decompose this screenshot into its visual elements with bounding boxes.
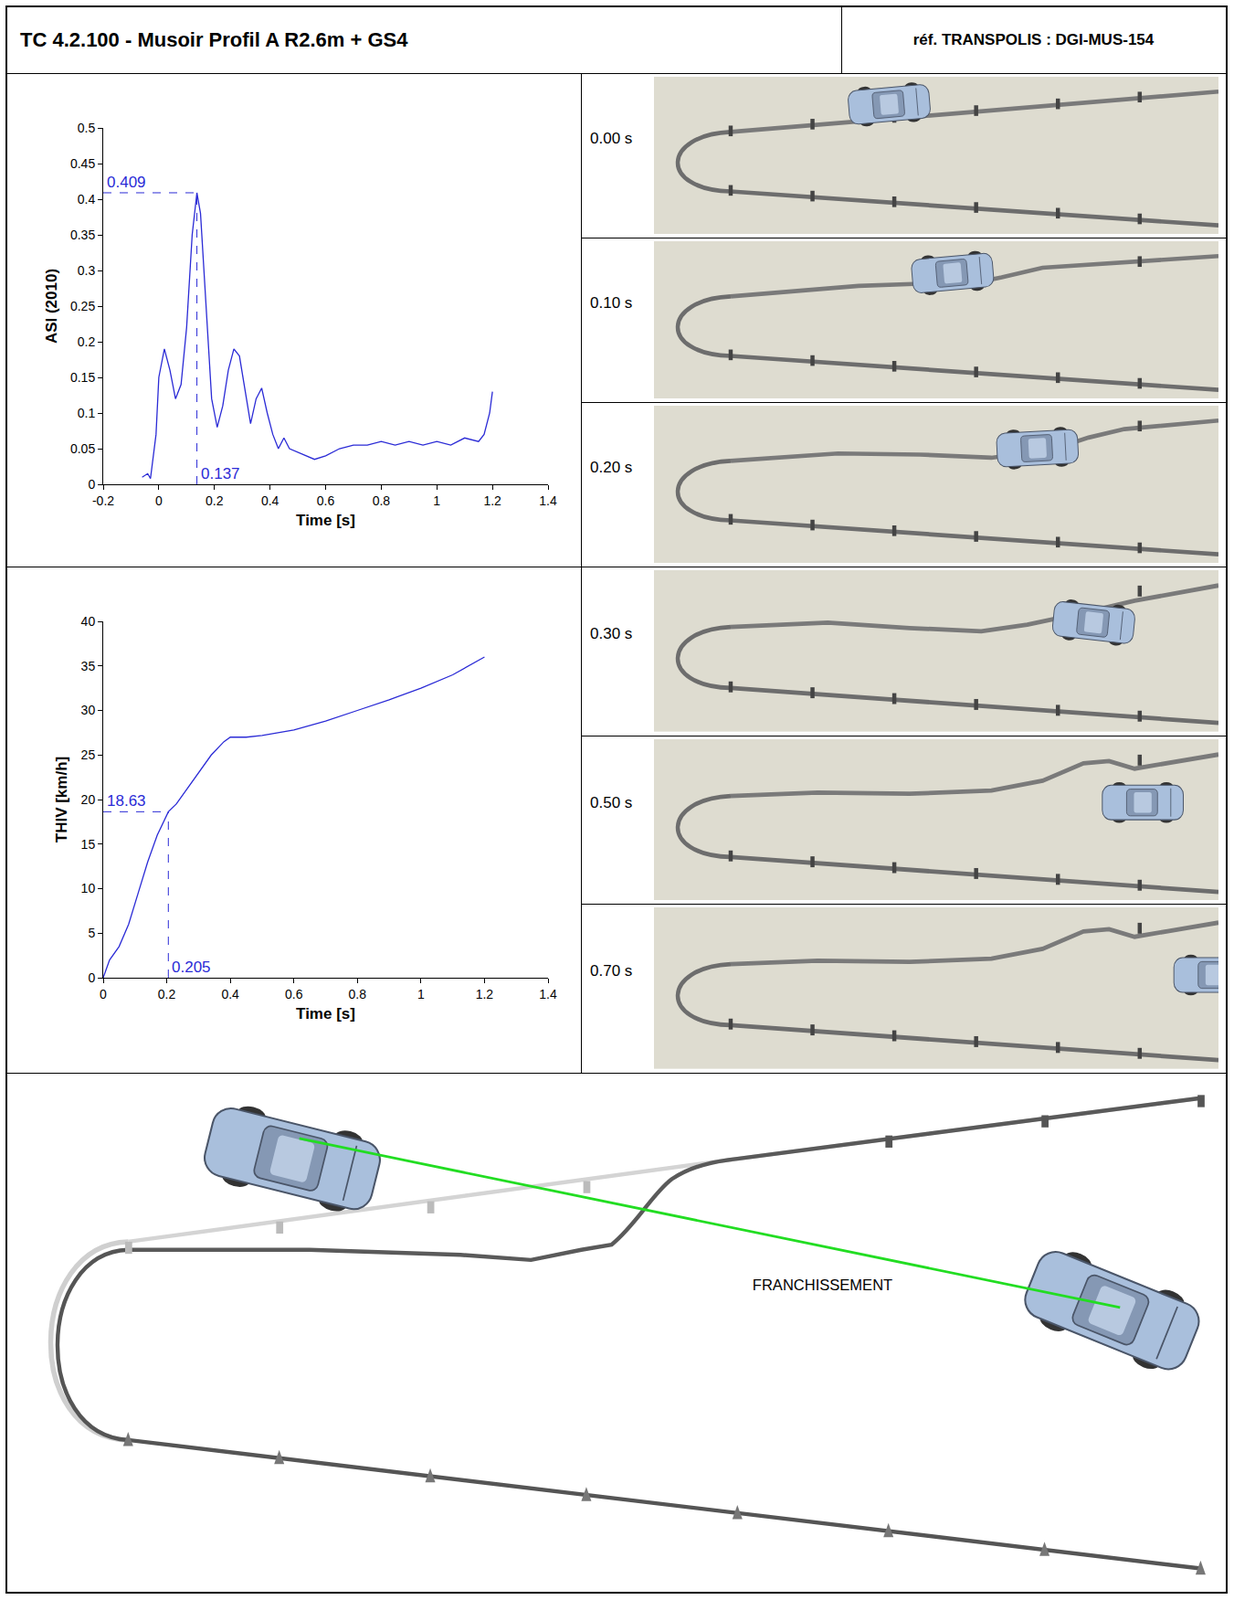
svg-text:1.4: 1.4 xyxy=(538,493,558,508)
svg-text:0.4: 0.4 xyxy=(77,191,96,207)
svg-text:35: 35 xyxy=(81,658,96,674)
svg-text:0.1: 0.1 xyxy=(77,405,96,421)
svg-text:40: 40 xyxy=(81,613,96,629)
svg-text:0.35: 0.35 xyxy=(70,227,95,243)
svg-text:0.205: 0.205 xyxy=(171,958,211,976)
svg-text:0.6: 0.6 xyxy=(284,986,304,1002)
svg-text:1.2: 1.2 xyxy=(483,493,502,508)
svg-text:0: 0 xyxy=(155,493,163,508)
html-text:0.10 s: 0.10 s xyxy=(590,294,633,312)
svg-text:0: 0 xyxy=(87,970,95,985)
svg-text:THIV [km/h]: THIV [km/h] xyxy=(52,756,71,843)
svg-text:1: 1 xyxy=(417,986,425,1002)
svg-text:0.8: 0.8 xyxy=(372,493,391,508)
svg-text:25: 25 xyxy=(81,747,96,762)
svg-text:20: 20 xyxy=(81,791,96,807)
svg-text:1.2: 1.2 xyxy=(475,986,495,1002)
svg-text:0.137: 0.137 xyxy=(200,464,241,483)
svg-text:FRANCHISSEMENT: FRANCHISSEMENT xyxy=(752,1276,893,1294)
svg-text:0.3: 0.3 xyxy=(77,263,96,278)
svg-text:1.4: 1.4 xyxy=(538,986,558,1002)
svg-text:5: 5 xyxy=(87,925,95,940)
svg-text:0.2: 0.2 xyxy=(205,493,224,508)
html-text:0.30 s: 0.30 s xyxy=(590,624,633,643)
svg-text:0.8: 0.8 xyxy=(348,986,368,1002)
html-text:0.00 s: 0.00 s xyxy=(590,129,633,148)
html-text:0.50 s: 0.50 s xyxy=(590,793,633,811)
svg-text:0.45: 0.45 xyxy=(70,156,95,171)
svg-text:30: 30 xyxy=(81,702,96,718)
svg-text:0.409: 0.409 xyxy=(106,173,147,191)
html-text:0.70 s: 0.70 s xyxy=(590,961,633,980)
svg-text:0.5: 0.5 xyxy=(77,120,96,136)
svg-text:0.4: 0.4 xyxy=(261,493,280,508)
svg-text:18.63: 18.63 xyxy=(106,791,147,810)
html-text:réf. TRANSPOLIS : DGI-MUS-154: réf. TRANSPOLIS : DGI-MUS-154 xyxy=(913,31,1154,49)
svg-text:0.4: 0.4 xyxy=(221,986,240,1002)
svg-text:0.05: 0.05 xyxy=(70,441,95,456)
svg-text:0: 0 xyxy=(87,476,95,492)
svg-text:-0.2: -0.2 xyxy=(92,493,115,508)
svg-text:Time [s]: Time [s] xyxy=(295,511,356,529)
svg-text:Time [s]: Time [s] xyxy=(295,1004,356,1023)
svg-text:0.15: 0.15 xyxy=(70,369,95,385)
html-text:0.20 s: 0.20 s xyxy=(590,458,633,476)
svg-text:0.2: 0.2 xyxy=(158,986,177,1002)
svg-text:1: 1 xyxy=(432,493,441,508)
svg-text:10: 10 xyxy=(81,880,96,896)
svg-text:0.2: 0.2 xyxy=(77,334,96,349)
html-text:TC 4.2.100 - Musoir Profil A R: TC 4.2.100 - Musoir Profil A R2.6m + GS4 xyxy=(20,28,408,52)
svg-text:15: 15 xyxy=(81,836,96,852)
svg-text:0.25: 0.25 xyxy=(70,298,95,314)
svg-text:0.6: 0.6 xyxy=(316,493,336,508)
svg-text:ASI (2010): ASI (2010) xyxy=(42,268,61,344)
svg-text:0: 0 xyxy=(99,986,107,1002)
